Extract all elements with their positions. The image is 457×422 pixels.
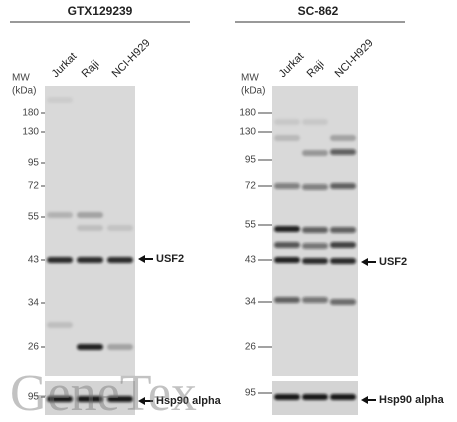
band bbox=[330, 394, 356, 400]
marker-label: 130 bbox=[22, 127, 39, 138]
marker-label: 72 bbox=[28, 181, 40, 192]
band bbox=[274, 257, 300, 263]
band bbox=[302, 119, 328, 125]
band bbox=[274, 119, 300, 125]
band-label: Hsp90 alpha bbox=[379, 394, 445, 406]
band bbox=[274, 226, 300, 232]
arrow bbox=[361, 258, 376, 266]
band bbox=[107, 344, 133, 350]
band bbox=[107, 225, 133, 231]
marker-label: 95 bbox=[28, 392, 40, 403]
marker-label: 26 bbox=[28, 342, 40, 353]
band bbox=[274, 297, 300, 303]
marker-label: 55 bbox=[245, 220, 257, 231]
mw-label: MW bbox=[241, 73, 259, 84]
band bbox=[330, 227, 356, 233]
arrow bbox=[361, 396, 376, 404]
lane-label: Jurkat bbox=[277, 50, 307, 80]
band-label: USF2 bbox=[156, 253, 184, 265]
panel-title: GTX129239 bbox=[68, 4, 133, 18]
mw-unit: (kDa) bbox=[241, 86, 265, 97]
panel-title: SC-862 bbox=[298, 4, 339, 18]
band-label: USF2 bbox=[379, 256, 407, 268]
lane-label: Raji bbox=[305, 58, 327, 80]
marker-label: 55 bbox=[28, 212, 40, 223]
band bbox=[330, 258, 356, 264]
marker-label: 180 bbox=[239, 108, 256, 119]
band bbox=[47, 212, 73, 218]
arrow bbox=[138, 255, 153, 263]
band bbox=[47, 257, 73, 263]
lane-label: NCI-H929 bbox=[333, 37, 376, 80]
arrow bbox=[138, 397, 153, 405]
marker-label: 34 bbox=[28, 298, 40, 309]
mw-unit: (kDa) bbox=[12, 86, 36, 97]
lane-label: Raji bbox=[80, 58, 102, 80]
marker-label: 72 bbox=[245, 181, 257, 192]
marker-label: 34 bbox=[245, 297, 257, 308]
lane-label: Jurkat bbox=[50, 50, 80, 80]
band bbox=[47, 97, 73, 103]
band bbox=[330, 149, 356, 155]
watermark: GeneTex bbox=[10, 365, 197, 422]
band bbox=[302, 297, 328, 303]
band bbox=[107, 257, 133, 263]
band bbox=[302, 150, 328, 156]
band bbox=[302, 394, 328, 400]
mw-label: MW bbox=[12, 73, 30, 84]
band bbox=[47, 396, 73, 402]
band bbox=[302, 258, 328, 264]
marker-label: 26 bbox=[245, 342, 257, 353]
band bbox=[274, 135, 300, 141]
marker-label: 95 bbox=[245, 155, 257, 166]
band bbox=[302, 227, 328, 233]
band bbox=[302, 184, 328, 190]
band bbox=[330, 183, 356, 189]
marker-label: 43 bbox=[28, 255, 40, 266]
band bbox=[77, 225, 103, 231]
band bbox=[274, 394, 300, 400]
band-label: Hsp90 alpha bbox=[156, 395, 222, 407]
band bbox=[47, 322, 73, 328]
marker-label: 43 bbox=[245, 255, 257, 266]
marker-label: 130 bbox=[239, 127, 256, 138]
band bbox=[330, 242, 356, 248]
marker-label: 95 bbox=[245, 388, 257, 399]
band bbox=[302, 243, 328, 249]
lane-label: NCI-H929 bbox=[110, 37, 153, 80]
band bbox=[77, 396, 103, 402]
band bbox=[330, 135, 356, 141]
band bbox=[274, 242, 300, 248]
band bbox=[330, 299, 356, 305]
band bbox=[274, 183, 300, 189]
band bbox=[77, 344, 103, 350]
band bbox=[107, 396, 133, 402]
marker-label: 95 bbox=[28, 158, 40, 169]
band bbox=[77, 212, 103, 218]
band bbox=[77, 257, 103, 263]
marker-label: 180 bbox=[22, 108, 39, 119]
